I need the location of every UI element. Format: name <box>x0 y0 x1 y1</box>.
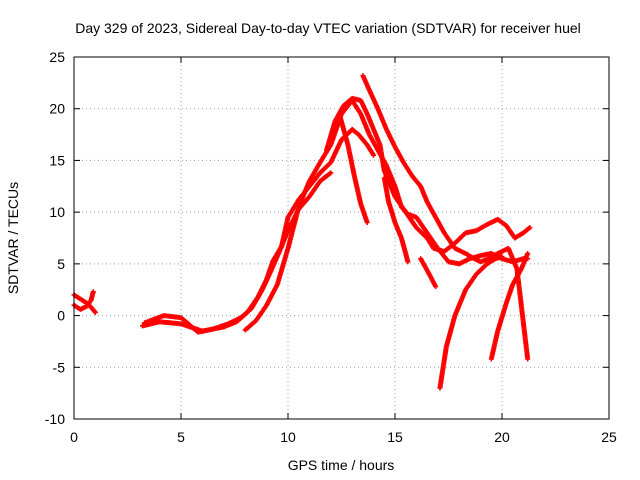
series-sat-k <box>437 254 505 391</box>
series-sat-l <box>488 251 531 362</box>
data-points <box>71 73 533 391</box>
series-sat-i <box>381 175 411 265</box>
data-point <box>527 225 533 231</box>
x-tick-label: 20 <box>494 429 510 445</box>
x-tick-label: 15 <box>387 429 403 445</box>
x-tick-label: 5 <box>177 429 185 445</box>
y-tick-label: -5 <box>53 359 66 375</box>
grid-lines <box>74 57 609 419</box>
y-tick-label: 25 <box>49 49 65 65</box>
series-sat-h <box>360 73 531 362</box>
y-tick-label: 15 <box>49 152 65 168</box>
y-tick-label: 20 <box>49 101 65 117</box>
data-point <box>92 309 98 315</box>
series-sat-c <box>139 126 377 334</box>
data-point <box>90 289 96 295</box>
series-sat-j <box>418 256 439 290</box>
data-point <box>371 152 377 158</box>
axis-ticks: 0 5 10 15 20 25 -10 -5 0 5 10 15 20 25 <box>45 49 617 445</box>
data-point <box>525 356 531 362</box>
data-point <box>328 170 334 176</box>
data-point <box>433 284 439 290</box>
y-tick-label: 0 <box>57 308 65 324</box>
data-point <box>525 251 531 257</box>
x-tick-label: 0 <box>70 429 78 445</box>
x-tick-label: 10 <box>280 429 296 445</box>
chart-title: Day 329 of 2023, Sidereal Day-to-day VTE… <box>75 20 581 36</box>
data-point <box>364 219 370 225</box>
y-tick-label: 5 <box>57 256 65 272</box>
plot-frame <box>73 56 610 420</box>
y-tick-label: -10 <box>45 411 65 427</box>
series-sat-g <box>336 111 370 225</box>
x-axis-label: GPS time / hours <box>288 457 395 473</box>
y-tick-label: 10 <box>49 204 65 220</box>
data-point <box>405 259 411 265</box>
x-tick-label: 25 <box>601 429 617 445</box>
series-sat-f <box>324 95 533 254</box>
y-axis-label: SDTVAR / TECUs <box>5 182 21 294</box>
data-point <box>499 254 505 260</box>
series-sat-d <box>142 170 334 335</box>
